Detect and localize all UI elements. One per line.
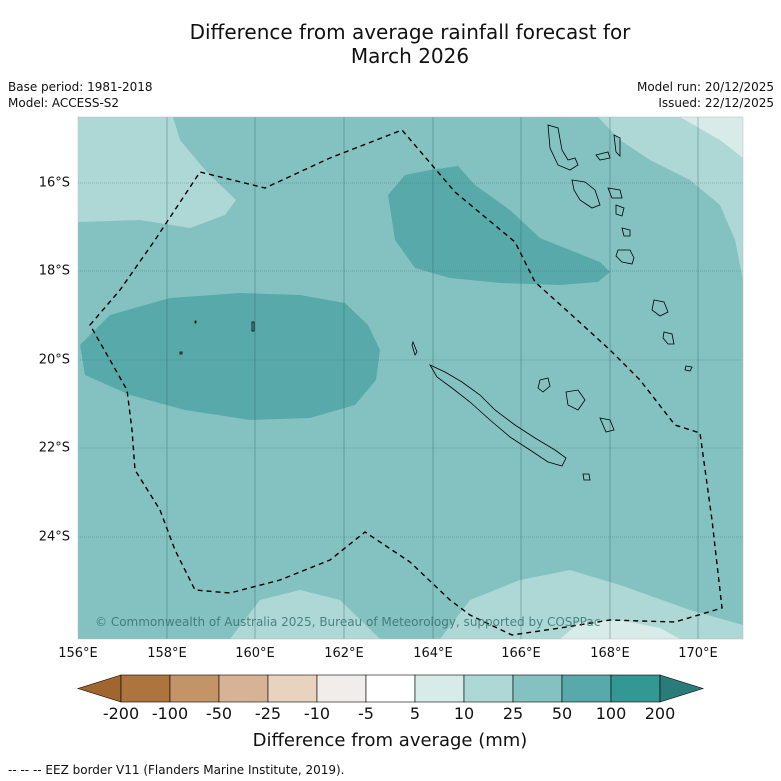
lat-label-16s: 16°S <box>38 175 70 191</box>
cbar-tick-label: -50 <box>205 704 233 723</box>
gridlines <box>78 117 743 639</box>
colorbar-extend-low <box>76 674 122 703</box>
lon-label-164e: 164°E <box>413 646 453 661</box>
field-5-10-south <box>560 620 680 639</box>
cbar-tick-label: -25 <box>254 704 282 723</box>
eez-footnote: -- -- -- EEZ border V11 (Flanders Marine… <box>8 763 345 777</box>
model-run: Model run: 20/12/2025 <box>636 80 774 94</box>
colorbar-extend-high <box>659 674 705 703</box>
land-small-islands <box>179 299 693 372</box>
colorbar-segment <box>561 674 612 703</box>
lon-label-166e: 166°E <box>501 646 541 661</box>
model-name: Model: ACCESS-S2 <box>8 96 120 110</box>
map-title-line2: March 2026 <box>350 44 470 68</box>
lon-label-158e: 158°E <box>147 646 187 661</box>
cbar-tick-label: 5 <box>409 704 421 723</box>
colorbar-segment <box>414 674 465 703</box>
issued-date: Issued: 22/12/2025 <box>658 96 774 110</box>
map-copyright: © Commonwealth of Australia 2025, Bureau… <box>95 615 600 629</box>
cbar-tick-label: 50 <box>551 704 573 723</box>
lat-label-20s: 20°S <box>38 352 70 368</box>
colorbar <box>76 674 705 703</box>
lon-label-168e: 168°E <box>590 646 630 661</box>
colorbar-segment <box>463 674 514 703</box>
field-10-25-south-east <box>440 570 743 639</box>
cbar-tick-label: 200 <box>644 704 676 723</box>
lat-label-18s: 18°S <box>38 263 70 279</box>
map-title-line1: Difference from average rainfall forecas… <box>189 20 631 44</box>
cbar-tick-label: 100 <box>595 704 627 723</box>
map-frame <box>77 116 744 640</box>
land-new-caledonia <box>411 340 615 481</box>
colorbar-segment <box>169 674 220 703</box>
cbar-tick-label: -200 <box>102 704 140 723</box>
colorbar-segment <box>267 674 318 703</box>
field-10-25-south-west <box>230 590 380 639</box>
field-10-25-northeast <box>598 117 743 280</box>
colorbar-segment <box>120 674 171 703</box>
lat-label-22s: 22°S <box>38 440 70 456</box>
lon-label-156e: 156°E <box>58 646 98 661</box>
cbar-tick-label: 25 <box>502 704 524 723</box>
colorbar-segment <box>610 674 661 703</box>
lat-label-24s: 24°S <box>38 529 70 545</box>
field-50-100-west <box>80 293 380 420</box>
cbar-tick-label: 10 <box>453 704 475 723</box>
colorbar-segment <box>218 674 269 703</box>
colorbar-segment <box>316 674 367 703</box>
colorbar-segment <box>365 674 416 703</box>
forecast-field <box>78 117 743 639</box>
eez-border <box>89 129 723 636</box>
lon-label-170e: 170°E <box>678 646 718 661</box>
land-vanuatu <box>547 124 635 265</box>
cbar-tick-label: -5 <box>358 704 374 723</box>
colorbar-segment <box>512 674 563 703</box>
cbar-tick-label: -100 <box>151 704 189 723</box>
field-50-100-north <box>388 166 610 285</box>
colorbar-title: Difference from average (mm) <box>252 730 528 751</box>
cbar-tick-label: -10 <box>303 704 331 723</box>
field-10-25-northwest <box>78 117 236 228</box>
lon-label-160e: 160°E <box>235 646 275 661</box>
lon-label-162e: 162°E <box>324 646 364 661</box>
base-period: Base period: 1981-2018 <box>8 80 153 94</box>
field-5-10-northeast <box>680 117 743 158</box>
